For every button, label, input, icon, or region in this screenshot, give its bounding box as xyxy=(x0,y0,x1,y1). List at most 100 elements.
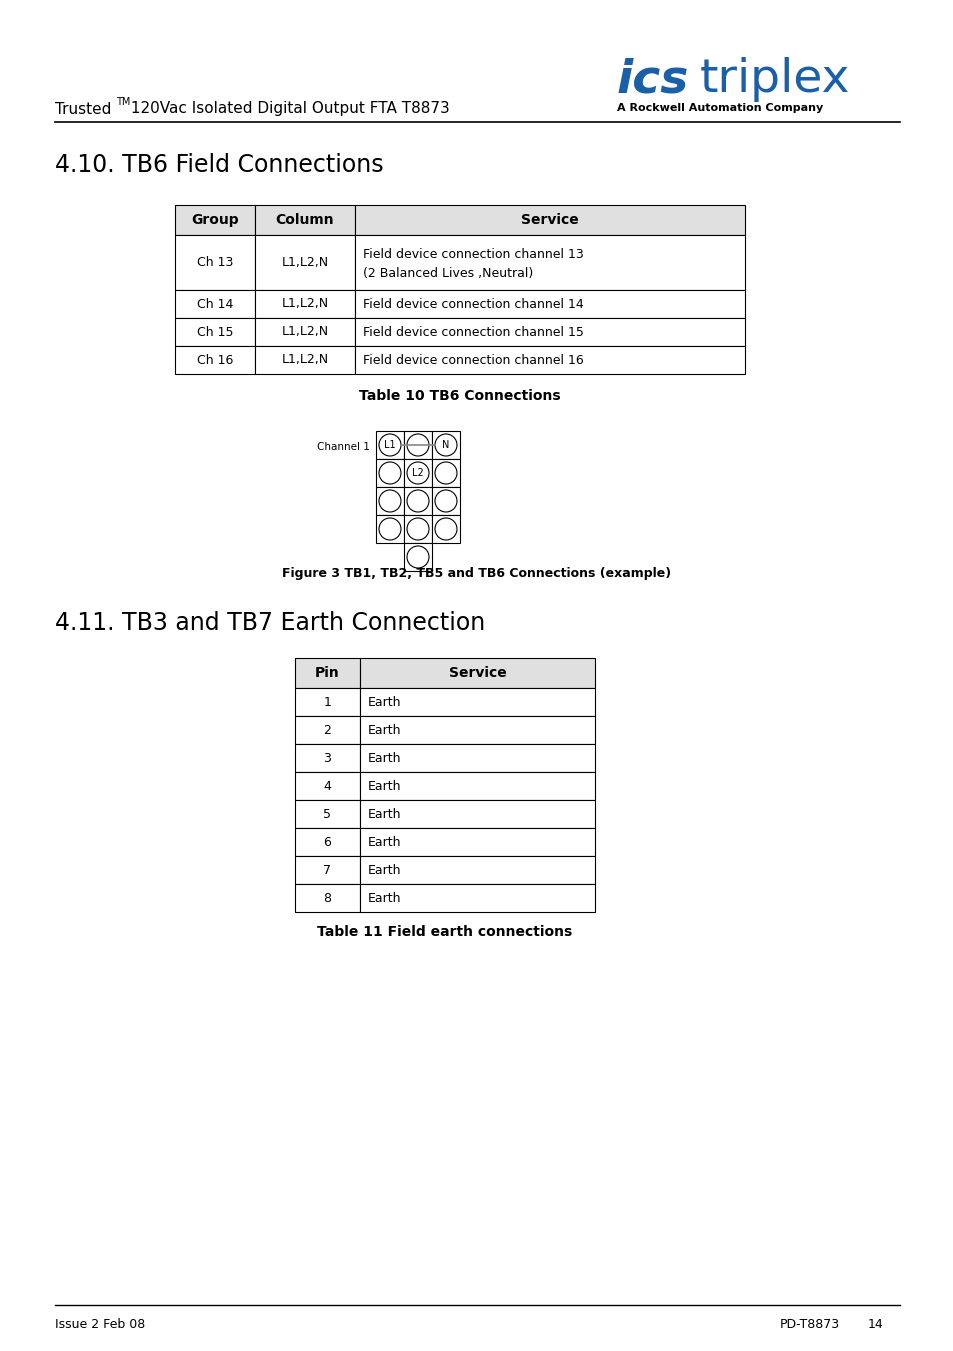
Text: (2 Balanced Lives ,Neutral): (2 Balanced Lives ,Neutral) xyxy=(363,267,533,280)
Text: L1: L1 xyxy=(384,440,395,450)
Text: triplex: triplex xyxy=(700,58,850,103)
Text: Service: Service xyxy=(448,666,506,680)
Bar xyxy=(294,771,359,800)
Circle shape xyxy=(435,434,456,457)
Text: 7: 7 xyxy=(323,863,331,877)
Bar xyxy=(294,658,359,688)
Bar xyxy=(254,346,355,374)
Bar xyxy=(254,235,355,290)
Circle shape xyxy=(407,546,429,567)
Bar xyxy=(294,688,359,716)
Circle shape xyxy=(407,517,429,540)
Bar xyxy=(355,317,744,346)
Bar xyxy=(403,431,432,459)
Text: Earth: Earth xyxy=(368,808,401,820)
Circle shape xyxy=(378,462,400,484)
Bar xyxy=(359,884,595,912)
Bar xyxy=(375,459,403,486)
Text: TM: TM xyxy=(116,97,131,107)
Text: L1,L2,N: L1,L2,N xyxy=(281,255,328,269)
Text: 8: 8 xyxy=(323,892,331,905)
Text: Service: Service xyxy=(520,213,578,227)
Text: A Rockwell Automation Company: A Rockwell Automation Company xyxy=(617,103,822,113)
Bar xyxy=(359,771,595,800)
Text: Pin: Pin xyxy=(314,666,339,680)
Bar xyxy=(359,688,595,716)
Bar xyxy=(294,857,359,884)
Text: Earth: Earth xyxy=(368,696,401,708)
Bar xyxy=(359,857,595,884)
Bar xyxy=(174,290,254,317)
Text: L1,L2,N: L1,L2,N xyxy=(281,297,328,311)
Text: Field device connection channel 15: Field device connection channel 15 xyxy=(363,326,583,339)
Text: 4.11. TB3 and TB7 Earth Connection: 4.11. TB3 and TB7 Earth Connection xyxy=(55,611,485,635)
Text: Field device connection channel 16: Field device connection channel 16 xyxy=(363,354,583,366)
Bar xyxy=(375,431,403,459)
Circle shape xyxy=(407,490,429,512)
Circle shape xyxy=(378,490,400,512)
Circle shape xyxy=(435,490,456,512)
Text: 2: 2 xyxy=(323,724,331,736)
Bar xyxy=(174,317,254,346)
Text: Issue 2 Feb 08: Issue 2 Feb 08 xyxy=(55,1319,145,1332)
Text: 4: 4 xyxy=(323,780,331,793)
Circle shape xyxy=(407,462,429,484)
Bar xyxy=(254,290,355,317)
Bar xyxy=(403,486,432,515)
Text: 6: 6 xyxy=(323,835,331,848)
Bar xyxy=(359,744,595,771)
Bar xyxy=(355,290,744,317)
Text: Trusted: Trusted xyxy=(55,101,112,116)
Bar xyxy=(355,235,744,290)
Circle shape xyxy=(435,517,456,540)
Circle shape xyxy=(435,462,456,484)
Text: 5: 5 xyxy=(323,808,331,820)
Text: Ch 15: Ch 15 xyxy=(196,326,233,339)
Text: ics: ics xyxy=(617,58,689,103)
Bar xyxy=(294,716,359,744)
Text: Field device connection channel 13: Field device connection channel 13 xyxy=(363,247,583,261)
Text: Ch 16: Ch 16 xyxy=(196,354,233,366)
Bar xyxy=(359,828,595,857)
Text: Earth: Earth xyxy=(368,780,401,793)
Bar xyxy=(355,205,744,235)
Bar xyxy=(359,716,595,744)
Text: Figure 3 TB1, TB2, TB5 and TB6 Connections (example): Figure 3 TB1, TB2, TB5 and TB6 Connectio… xyxy=(282,566,671,580)
Bar xyxy=(174,205,254,235)
Bar xyxy=(375,515,403,543)
Bar xyxy=(174,346,254,374)
Text: 1: 1 xyxy=(323,696,331,708)
Bar xyxy=(294,744,359,771)
Circle shape xyxy=(378,517,400,540)
Text: L2: L2 xyxy=(412,467,423,478)
Bar xyxy=(432,431,459,459)
Bar xyxy=(254,317,355,346)
Text: Earth: Earth xyxy=(368,724,401,736)
Text: Earth: Earth xyxy=(368,863,401,877)
Text: 3: 3 xyxy=(323,751,331,765)
Bar xyxy=(254,205,355,235)
Text: 4.10. TB6 Field Connections: 4.10. TB6 Field Connections xyxy=(55,153,383,177)
Bar xyxy=(432,486,459,515)
Text: L1,L2,N: L1,L2,N xyxy=(281,326,328,339)
Circle shape xyxy=(378,434,400,457)
Text: Field device connection channel 14: Field device connection channel 14 xyxy=(363,297,583,311)
Bar xyxy=(174,235,254,290)
Text: Channel 1: Channel 1 xyxy=(316,442,370,453)
Bar xyxy=(403,543,432,571)
Bar xyxy=(403,515,432,543)
Bar xyxy=(294,884,359,912)
Bar xyxy=(375,486,403,515)
Text: Earth: Earth xyxy=(368,835,401,848)
Text: Ch 14: Ch 14 xyxy=(196,297,233,311)
Bar xyxy=(294,828,359,857)
Text: PD-T8873: PD-T8873 xyxy=(780,1319,840,1332)
Text: Column: Column xyxy=(275,213,334,227)
Bar xyxy=(355,346,744,374)
Text: Ch 13: Ch 13 xyxy=(196,255,233,269)
Bar xyxy=(403,459,432,486)
Text: Table 10 TB6 Connections: Table 10 TB6 Connections xyxy=(359,389,560,403)
Text: 120Vac Isolated Digital Output FTA T8873: 120Vac Isolated Digital Output FTA T8873 xyxy=(126,101,449,116)
Text: Group: Group xyxy=(191,213,238,227)
Bar xyxy=(359,658,595,688)
